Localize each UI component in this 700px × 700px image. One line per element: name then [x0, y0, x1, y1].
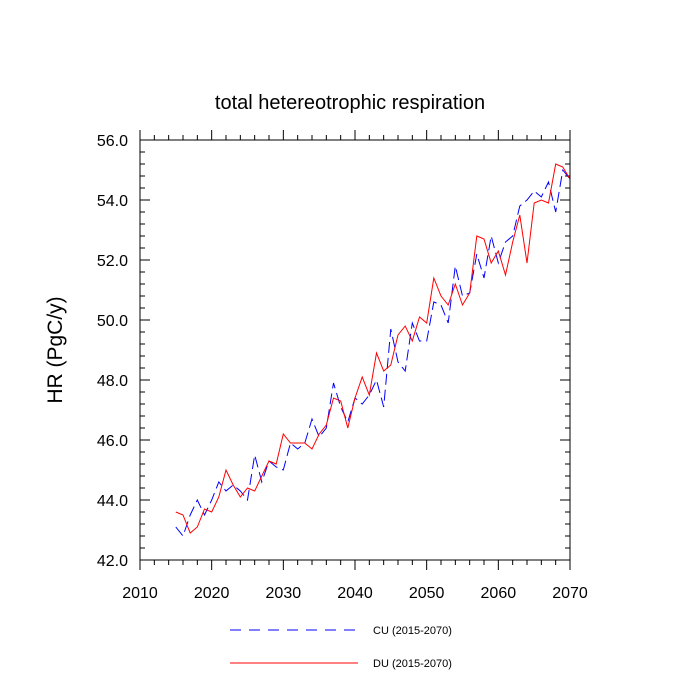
x-tick-label: 2060: [481, 585, 517, 602]
series-line-du: [175, 163, 571, 534]
series-lines: [175, 163, 571, 538]
chart-title: total hetereotrophic respiration: [215, 92, 485, 114]
x-tick-labels: 2010 2020 2030 2040 2050 2060 2070: [122, 585, 588, 602]
x-tick-label: 2040: [337, 585, 373, 602]
y-tick-label: 48.0: [97, 373, 128, 390]
series-line-cu: [175, 168, 571, 538]
y-tick-label: 52.0: [97, 253, 128, 270]
x-tick-label: 2020: [194, 585, 230, 602]
legend-label: DU (2015-2070): [373, 658, 452, 670]
y-tick-labels: 42.0 44.0 46.0 48.0 50.0 52.0 54.0 56.0: [97, 133, 128, 570]
legend-label: CU (2015-2070): [373, 625, 452, 637]
x-tick-label: 2010: [122, 585, 158, 602]
y-axis-label: HR (PgC/y): [44, 296, 67, 403]
y-tick-label: 44.0: [97, 493, 128, 510]
y-tick-label: 54.0: [97, 193, 128, 210]
x-tick-label: 2070: [552, 585, 588, 602]
y-tick-label: 42.0: [97, 553, 128, 570]
y-tick-label: 56.0: [97, 133, 128, 150]
y-tick-label: 50.0: [97, 313, 128, 330]
plot-frame: [139, 139, 571, 561]
axis-ticks: [139, 130, 571, 570]
legend: CU (2015-2070) DU (2015-2070): [230, 625, 452, 670]
y-tick-label: 46.0: [97, 433, 128, 450]
x-tick-label: 2050: [409, 585, 445, 602]
x-tick-label: 2030: [266, 585, 302, 602]
